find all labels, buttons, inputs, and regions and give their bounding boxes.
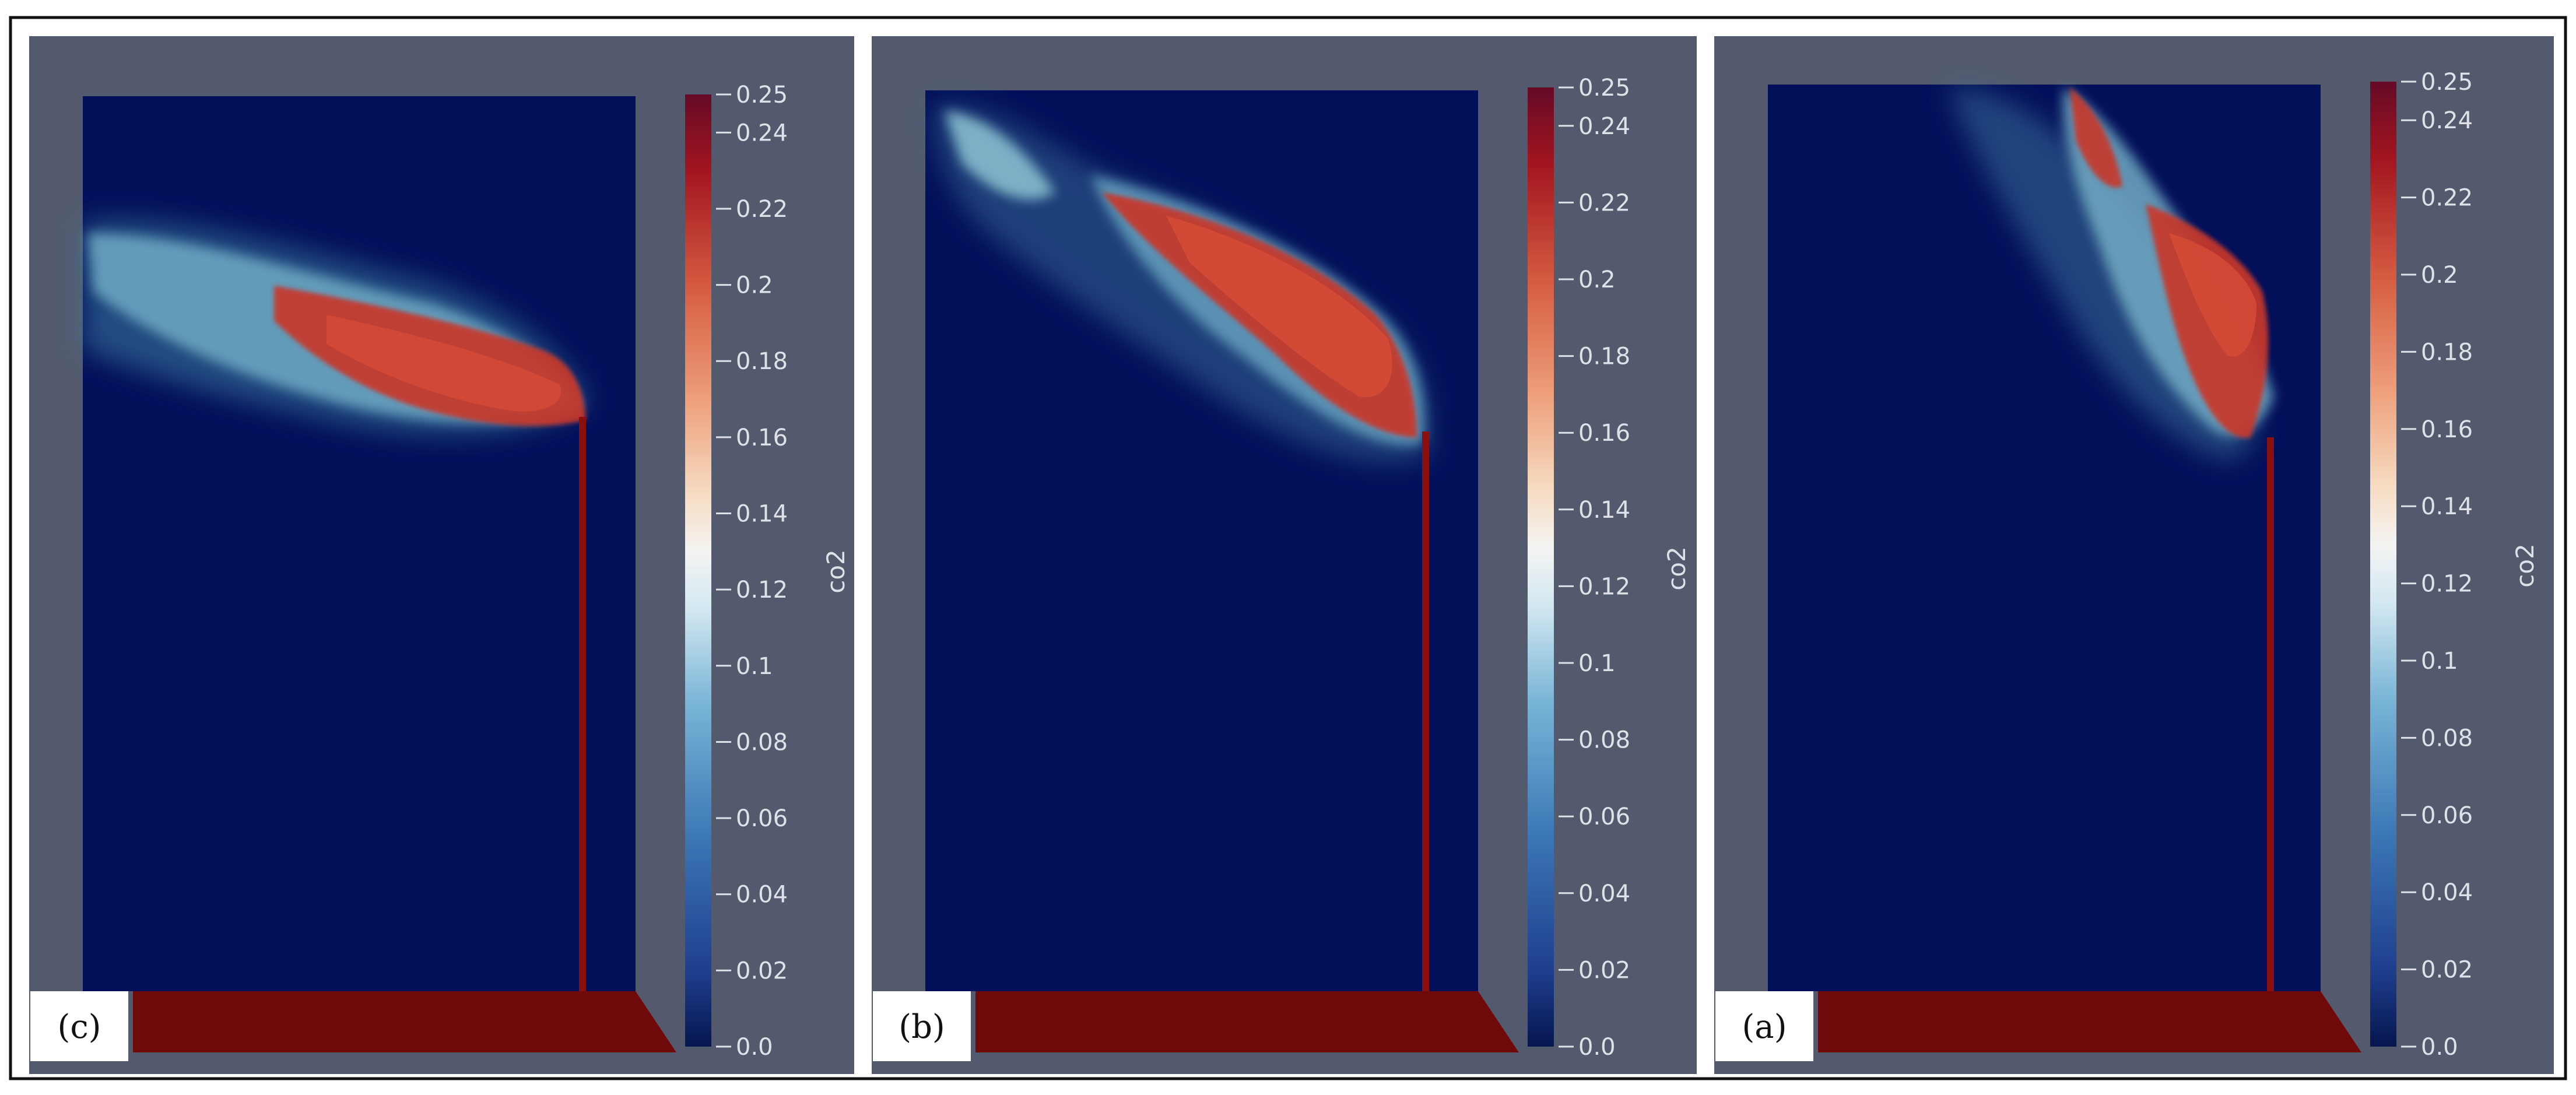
colorbar-tick-label: 0.12 <box>1578 573 1630 600</box>
colorbar-scale <box>685 94 711 1047</box>
colorbar-tick-label: 0.08 <box>2421 725 2473 752</box>
colorbar-tick-label: 0.24 <box>1578 113 1630 140</box>
stack <box>1422 431 1429 991</box>
colorbar-tick-label: 0.04 <box>2421 879 2473 906</box>
colorbar-tick-label: 0.1 <box>2421 648 2458 675</box>
colorbar-tick-label: 0.08 <box>1578 727 1630 754</box>
co2-plume <box>933 104 1430 462</box>
panel-tag: (a) <box>1742 1008 1787 1046</box>
colorbar-title: co2 <box>1662 546 1691 591</box>
colorbar-tick-label: 0.14 <box>2421 493 2473 520</box>
colorbar-tick-label: 0.02 <box>2421 957 2473 984</box>
colorbar-tick-label: 0.25 <box>1578 75 1630 101</box>
stack <box>2267 437 2274 991</box>
colorbar-tick-label: 0.22 <box>2421 185 2473 212</box>
co2-plume <box>1947 87 2274 461</box>
colorbar-tick-label: 0.24 <box>736 120 788 146</box>
colorbar-tick-label: 0.04 <box>1578 880 1630 907</box>
stack <box>579 417 586 991</box>
colorbar-tick-label: 0.1 <box>1578 650 1616 677</box>
colorbar-tick-label: 0.0 <box>2421 1034 2458 1061</box>
colorbar-tick-label: 0.0 <box>1578 1034 1616 1061</box>
colorbar-tick-label: 0.14 <box>736 501 788 528</box>
colorbar: 0.25 0.24 0.22 0.2 0.18 0.16 0.14 0.12 0.1 0.08 0.… <box>685 82 850 1061</box>
colorbar-tick-label: 0.18 <box>1578 343 1630 370</box>
colorbar-tick-label: 0.12 <box>2421 571 2473 598</box>
colorbar-tick-label: 0.12 <box>736 577 788 603</box>
colorbar-tick-label: 0.1 <box>736 653 773 680</box>
colorbar-tick-label: 0.06 <box>736 805 788 832</box>
colorbar-tick-label: 0.18 <box>2421 339 2473 366</box>
colorbar-tick-label: 0.25 <box>736 82 788 108</box>
domain-floor <box>975 991 1519 1052</box>
colorbar-tick-label: 0.16 <box>2421 416 2473 443</box>
colorbar-scale <box>2370 82 2396 1047</box>
domain-floor <box>1818 991 2361 1052</box>
colorbar-tick-label: 0.25 <box>2421 69 2473 96</box>
panel-a: (a) 0.250.240.220.20.180.160.140.120.10.… <box>1714 36 2554 1074</box>
colorbar-tick-label: 0.2 <box>2421 262 2458 289</box>
colorbar-tick-label: 0.14 <box>1578 497 1630 524</box>
colorbar-tick-label: 0.22 <box>1578 189 1630 216</box>
colorbar-title: co2 <box>822 549 850 594</box>
colorbar-tick-label: 0.0 <box>736 1034 773 1061</box>
panel-tag-box <box>1715 991 1813 1061</box>
colorbar-tick-label: 0.22 <box>736 196 788 223</box>
colorbar-tick-label: 0.06 <box>1578 803 1630 830</box>
colorbar-title: co2 <box>2511 543 2539 588</box>
panel-tag: (b) <box>899 1008 945 1046</box>
colorbar-tick-label: 0.24 <box>2421 107 2473 134</box>
colorbar-tick-label: 0.02 <box>1578 957 1630 984</box>
colorbar: 0.25 0.24 0.22 0.2 0.18 0.16 0.14 0.12 0.1 0.08 0.… <box>1528 75 1691 1061</box>
colorbar-tick-label: 0.2 <box>1578 266 1616 293</box>
colorbar-scale <box>1528 87 1554 1047</box>
panel-c: (c) 0.250.240.220.20.180.160.140.120.10.… <box>29 36 854 1074</box>
panel-tag: (c) <box>57 1008 101 1046</box>
panel-tag-box <box>30 991 128 1061</box>
colorbar-tick-label: 0.18 <box>736 348 788 375</box>
colorbar-tick-label: 0.08 <box>736 729 788 756</box>
colorbar: 0.25 0.24 0.22 0.2 0.18 0.16 0.14 0.12 0.1 0.08 0.… <box>2370 69 2539 1061</box>
colorbar-tick-label: 0.04 <box>736 882 788 908</box>
colorbar-tick-label: 0.16 <box>1578 420 1630 447</box>
co2-plume <box>83 219 589 435</box>
colorbar-tick-label: 0.02 <box>736 957 788 984</box>
domain-floor <box>133 991 676 1052</box>
panel-tag-box <box>873 991 971 1061</box>
colorbar-tick-label: 0.06 <box>2421 802 2473 829</box>
colorbar-tick-label: 0.2 <box>736 272 773 299</box>
colorbar-tick-label: 0.16 <box>736 424 788 451</box>
panel-b: (b) 0.250.240.220.20.180.160.140.120.10.… <box>872 36 1697 1074</box>
